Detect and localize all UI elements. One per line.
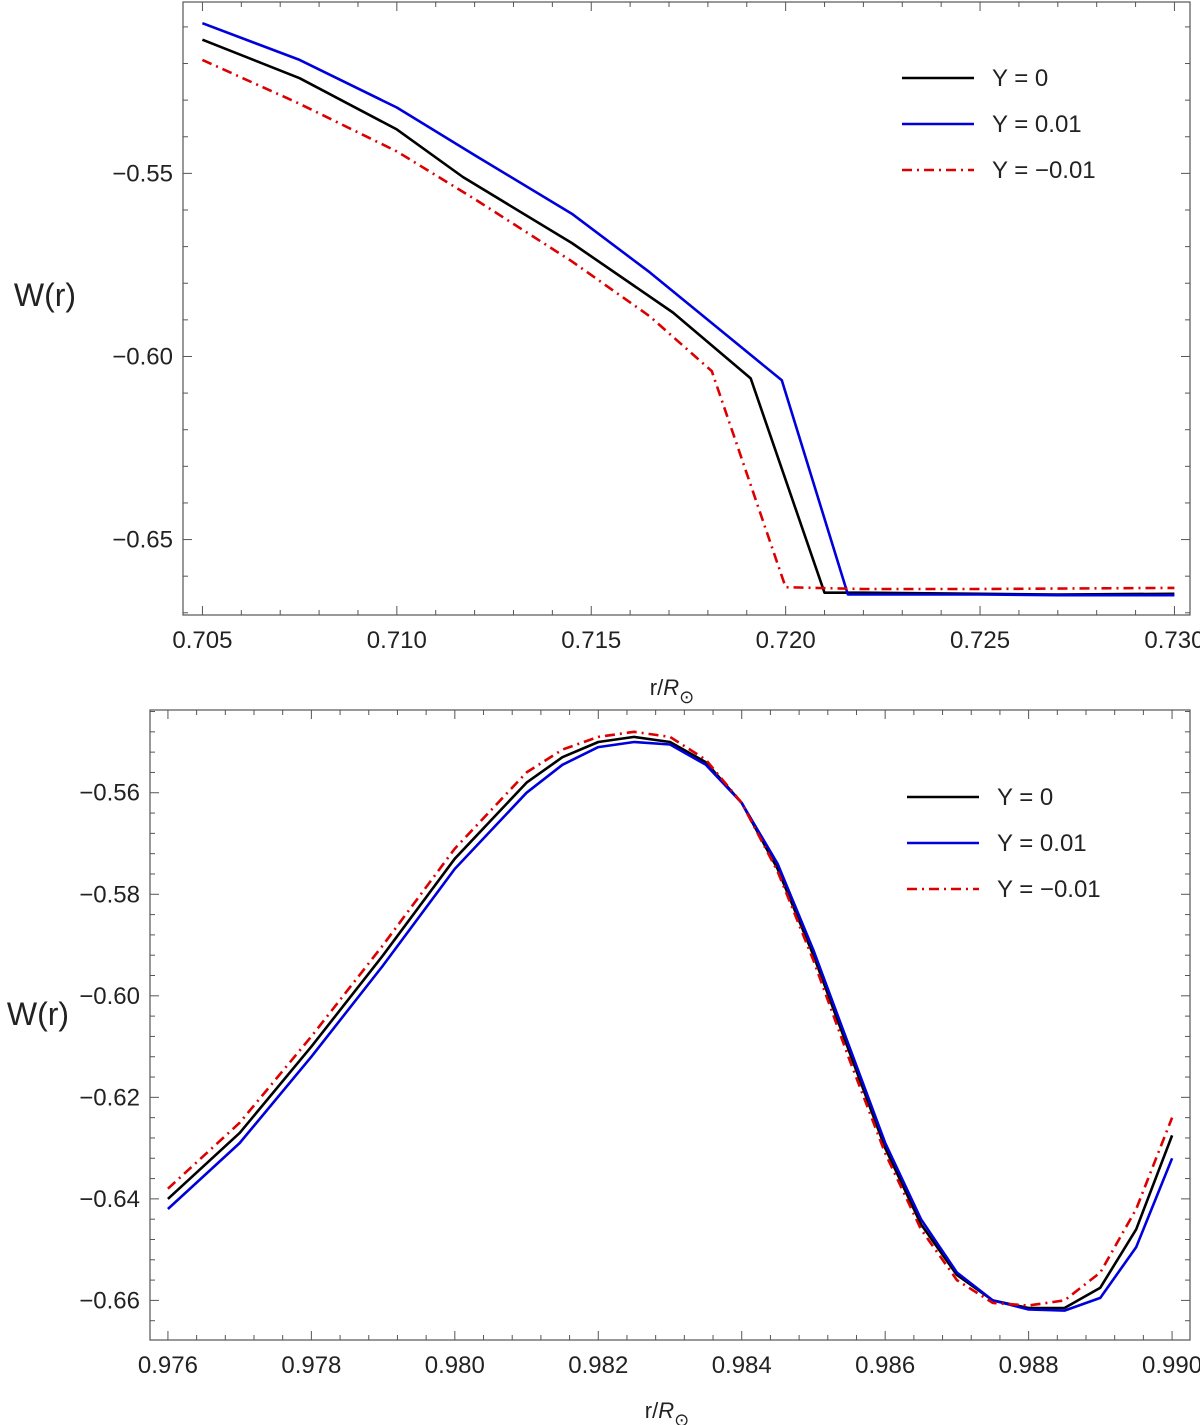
x-tick-label: 0.725 (950, 627, 1010, 654)
y-tick-label: −0.62 (79, 1084, 140, 1111)
legend: Y = 0 Y = 0.01 Y = −0.01 (902, 65, 1096, 184)
x-tick-label: 0.988 (999, 1352, 1059, 1379)
x-tick-label: 0.705 (172, 627, 232, 654)
y-tick-label: −0.56 (79, 780, 140, 807)
top-panel: 0.705 0.710 0.715 0.720 0.725 0.730 −0.55 −0.60… (14, 1, 1200, 707)
x-axis-title: r/R⊙ (650, 675, 694, 707)
legend-label: Y = 0 (997, 784, 1053, 811)
legend-label: Y = −0.01 (997, 876, 1101, 903)
y-axis-title: W(r) (14, 277, 76, 313)
legend-label: Y = −0.01 (992, 157, 1096, 184)
x-tick-label: 0.710 (367, 627, 427, 654)
x-tick-label: 0.978 (281, 1352, 341, 1379)
series-line-1 (167, 735, 1174, 1310)
y-tick-label: −0.65 (112, 527, 173, 554)
plot-frame (182, 1, 1191, 616)
legend-label: Y = 0.01 (997, 830, 1087, 857)
series-line-3 (167, 730, 1174, 1307)
x-tick-label: 0.720 (756, 627, 816, 654)
x-tick-label: 0.984 (712, 1352, 772, 1379)
x-axis-title: r/R⊙ (645, 1398, 689, 1425)
x-tick-label: 0.990 (1142, 1352, 1200, 1379)
y-tick-label: −0.58 (79, 881, 140, 908)
y-tick-label: −0.55 (112, 160, 173, 187)
series-line-3 (201, 58, 1175, 591)
legend-label: Y = 0 (992, 65, 1048, 92)
x-tick-label: 0.715 (561, 627, 621, 654)
y-tick-label: −0.66 (79, 1287, 140, 1314)
x-tick-label: 0.986 (855, 1352, 915, 1379)
x-tick-label: 0.976 (138, 1352, 198, 1379)
legend-label: Y = 0.01 (992, 111, 1082, 138)
y-tick-label: −0.60 (112, 343, 173, 370)
x-tick-label: 0.730 (1144, 627, 1200, 654)
legend: Y = 0 Y = 0.01 Y = −0.01 (907, 784, 1101, 903)
bottom-panel: 0.976 0.978 0.980 0.982 0.984 0.986 0.988 0.990… (7, 709, 1200, 1425)
y-axis-title: W(r) (7, 996, 69, 1032)
x-tick-label: 0.980 (425, 1352, 485, 1379)
series-line-2 (167, 740, 1174, 1312)
series-line-2 (201, 21, 1175, 597)
x-tick-label: 0.982 (568, 1352, 628, 1379)
y-tick-label: −0.60 (79, 983, 140, 1010)
plot-frame (149, 709, 1191, 1341)
y-tick-label: −0.64 (79, 1186, 140, 1213)
